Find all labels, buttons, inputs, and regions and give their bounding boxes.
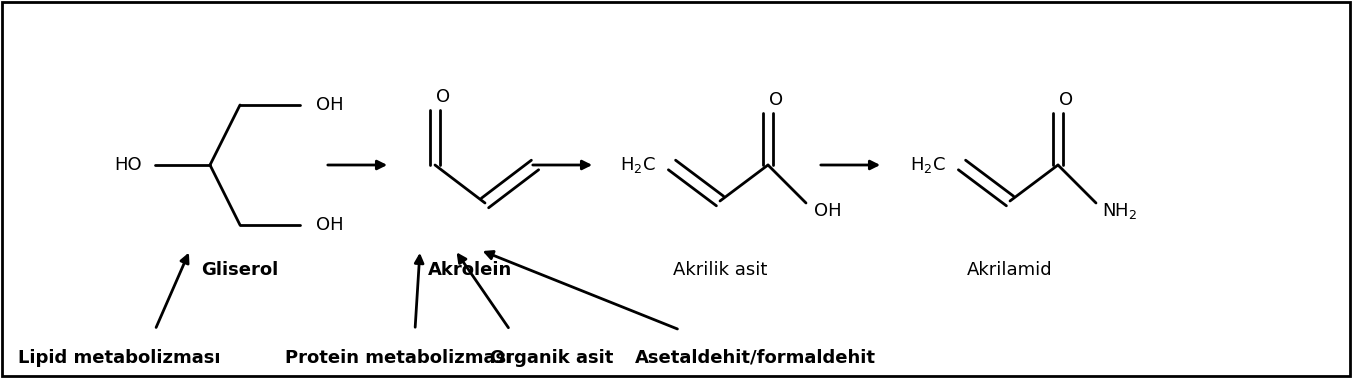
Text: Akrilik asit: Akrilik asit bbox=[673, 261, 767, 279]
Text: Asetaldehit/formaldehit: Asetaldehit/formaldehit bbox=[635, 349, 876, 367]
Text: OH: OH bbox=[316, 96, 343, 114]
Text: Organik asit: Organik asit bbox=[489, 349, 614, 367]
Text: O: O bbox=[1059, 91, 1073, 109]
Text: OH: OH bbox=[814, 202, 842, 220]
Text: O: O bbox=[769, 91, 783, 109]
Text: H$_2$C: H$_2$C bbox=[621, 155, 656, 175]
Text: H$_2$C: H$_2$C bbox=[910, 155, 946, 175]
Text: Akrolein: Akrolein bbox=[427, 261, 512, 279]
Text: Lipid metabolizması: Lipid metabolizması bbox=[18, 349, 220, 367]
Text: O: O bbox=[435, 88, 450, 106]
Text: Gliserol: Gliserol bbox=[201, 261, 279, 279]
Text: OH: OH bbox=[316, 216, 343, 234]
Text: Protein metabolizması: Protein metabolizması bbox=[285, 349, 512, 367]
Text: NH$_2$: NH$_2$ bbox=[1102, 201, 1137, 221]
Text: HO: HO bbox=[114, 156, 142, 174]
Text: Akrilamid: Akrilamid bbox=[967, 261, 1053, 279]
